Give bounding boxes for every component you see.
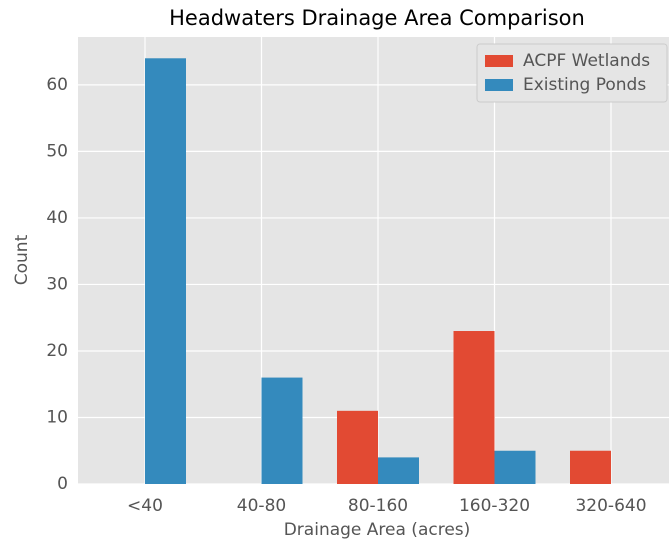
legend: ACPF Wetlands Existing Ponds [476, 43, 668, 103]
y-tick-label: 20 [46, 341, 68, 361]
bar [378, 457, 419, 484]
legend-box [476, 43, 668, 103]
y-axis-label: Count [12, 234, 32, 285]
legend-label: Existing Ponds [523, 75, 646, 95]
y-tick-label: 30 [46, 274, 68, 294]
bar [145, 58, 186, 485]
y-tick-label: 50 [46, 141, 68, 161]
bar [494, 450, 536, 484]
x-tick-label: 320-640 [575, 496, 646, 516]
x-tick-label: 40-80 [237, 496, 286, 516]
legend-label: ACPF Wetlands [523, 51, 650, 71]
x-axis-label: Drainage Area (acres) [284, 520, 471, 540]
bar [261, 377, 303, 484]
bar [570, 450, 611, 484]
y-tick-label: 0 [57, 474, 68, 494]
x-tick-label: <40 [127, 496, 163, 516]
chart-title: Headwaters Drainage Area Comparison [169, 6, 585, 30]
legend-swatch [485, 79, 513, 91]
x-tick-label: 160-320 [459, 496, 530, 516]
bar [337, 410, 378, 484]
y-tick-label: 40 [46, 208, 68, 228]
legend-swatch [485, 55, 513, 67]
bars [145, 58, 611, 485]
y-tick-label: 60 [46, 75, 68, 95]
y-tick-label: 10 [46, 407, 68, 427]
bar [453, 331, 495, 484]
x-tick-label: 80-160 [348, 496, 408, 516]
